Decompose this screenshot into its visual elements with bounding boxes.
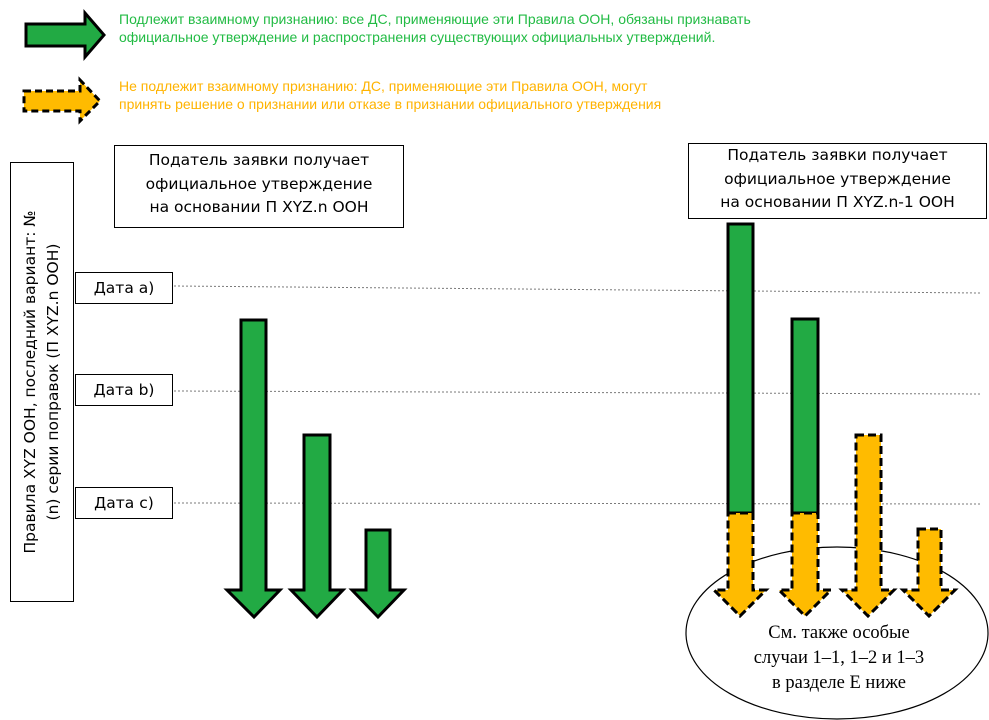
- legend-non-mutual-text: Не подлежит взаимному признанию: ДС, при…: [119, 77, 661, 113]
- regulation-label-box: [10, 162, 74, 602]
- right-approval-box: Податель заявки получает официальное утв…: [688, 143, 987, 219]
- left-arrow-3: [348, 528, 408, 620]
- right-approval-line3: на основании П XYZ.n-1 ООН: [720, 193, 955, 211]
- right-arrow-2-green: [790, 317, 820, 515]
- legend-non-mutual-line2: принять решение о признании или отказе в…: [119, 96, 662, 112]
- right-arrow-2-orange: [775, 511, 835, 619]
- date-a-line: [173, 285, 982, 294]
- legend-mutual-text: Подлежит взаимному признанию: все ДС, пр…: [119, 10, 751, 46]
- special-cases-note-line3: в разделе E ниже: [772, 673, 906, 693]
- special-cases-note-line1: См. также особые: [768, 623, 910, 643]
- date-gridlines: [173, 285, 982, 505]
- regulation-label-line2: (n) серии поправок (П XYZ.n ООН): [44, 243, 62, 521]
- right-approval-line1: Податель заявки получает: [727, 146, 948, 164]
- date-b-box: Дата b): [75, 374, 173, 406]
- special-cases-note: См. также особые случаи 1–1, 1–2 и 1–3 в…: [712, 621, 966, 696]
- right-arrow-4-orange: [899, 527, 959, 619]
- regulation-label-text: Правила XYZ ООН, последний вариант: № (n…: [19, 162, 65, 602]
- right-arrow-1-orange: [710, 511, 770, 619]
- left-approval-line2: официальное утверждение: [145, 174, 373, 193]
- date-c-line: [173, 502, 982, 505]
- left-arrow-2: [287, 433, 347, 620]
- legend-mutual-line1: Подлежит взаимному признанию: все ДС, пр…: [119, 11, 751, 27]
- special-cases-note-line2: случаи 1–1, 1–2 и 1–3: [753, 648, 925, 668]
- legend-dashed-arrow: [22, 76, 103, 125]
- date-a-box: Дата a): [75, 272, 173, 304]
- legend-solid-arrow: [24, 8, 106, 62]
- right-arrow-3-orange: [838, 433, 898, 619]
- left-approval-line3: на основании П XYZ.n ООН: [149, 198, 369, 216]
- right-arrow-1-green: [726, 222, 755, 515]
- legend-non-mutual-line1: Не подлежит взаимному признанию: ДС, при…: [119, 78, 648, 94]
- left-approval-line1: Податель заявки получает: [148, 151, 370, 169]
- right-approval-line2: официальное утверждение: [724, 169, 951, 188]
- regulation-label-line1: Правила XYZ ООН, последний вариант: №: [21, 210, 39, 554]
- date-c-box: Дата c): [75, 487, 173, 519]
- left-approval-box: Податель заявки получает официальное утв…: [114, 145, 404, 228]
- left-arrow-1: [223, 318, 284, 620]
- date-b-line: [173, 390, 982, 395]
- legend-mutual-line2: официальное утверждение и распространени…: [119, 29, 716, 45]
